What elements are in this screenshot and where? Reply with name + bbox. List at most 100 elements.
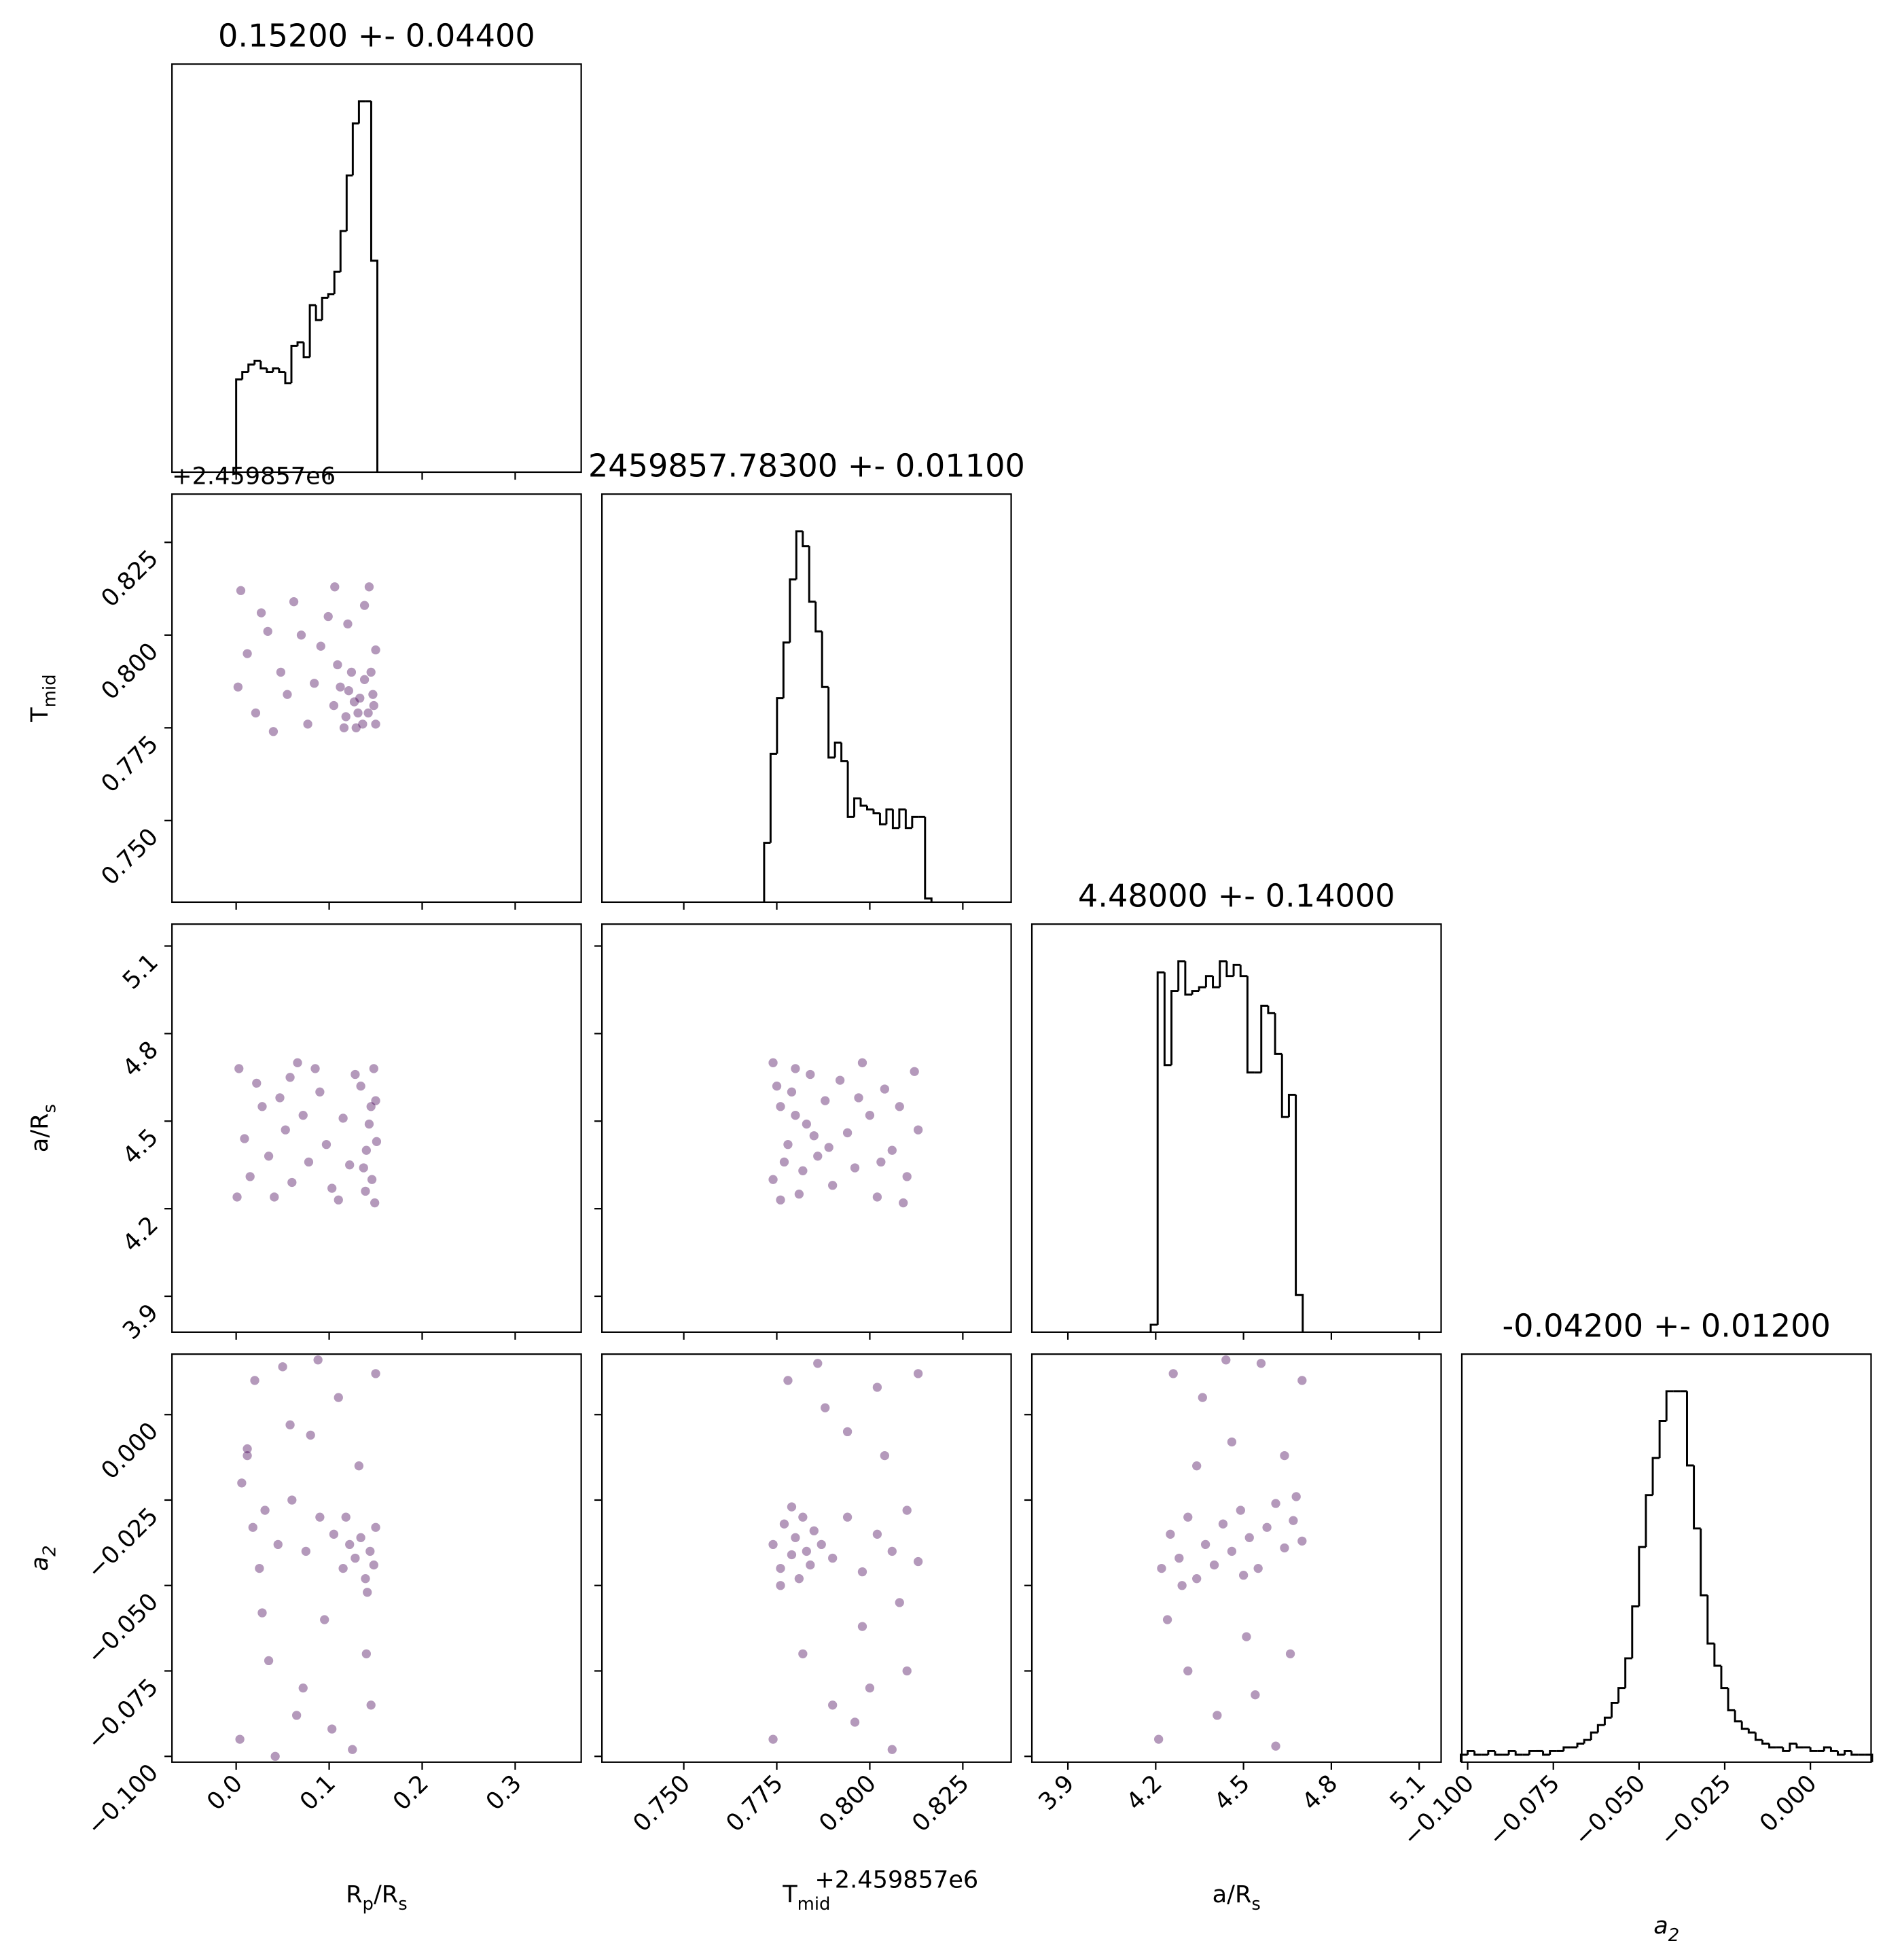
y-tick-label: −0.025 [82, 1502, 164, 1584]
sample-point [351, 1069, 360, 1080]
sample-point [913, 1369, 923, 1378]
x-tick-label: 0.750 [628, 1769, 696, 1837]
histogram-step [1467, 1749, 1475, 1755]
histogram-step [853, 797, 861, 817]
sample-point [842, 1427, 853, 1437]
sample-point [315, 1087, 325, 1097]
sample-point [899, 1198, 908, 1208]
sample-point [354, 1461, 364, 1471]
y-tick-label: 4.5 [118, 1123, 164, 1169]
sample-point [1177, 1581, 1187, 1590]
sample-point [779, 1157, 789, 1167]
histogram-step [1295, 1094, 1304, 1332]
histogram-step [1460, 1753, 1468, 1762]
axis-label-part: T [26, 707, 54, 723]
sample-point [296, 630, 306, 640]
sample-point [817, 1539, 826, 1550]
y-tick-label: 5.1 [118, 948, 164, 995]
sample-point [865, 1111, 875, 1120]
sample-point [251, 708, 261, 718]
sample-point [255, 1563, 264, 1573]
x-tick-label: 4.2 [1121, 1769, 1167, 1815]
histogram-step [1651, 1457, 1660, 1495]
sample-point [361, 1145, 371, 1155]
sample-point [235, 1734, 245, 1744]
sample-point [794, 1190, 804, 1199]
sample-point [327, 1183, 337, 1193]
sample-point [821, 1403, 830, 1412]
histogram-step [1212, 976, 1220, 988]
panel-frame [171, 63, 582, 474]
sample-point [348, 1745, 357, 1754]
panel-frame [171, 493, 582, 904]
sample-point [828, 1181, 838, 1190]
sample-point [813, 1152, 823, 1161]
sample-point [828, 1553, 838, 1563]
histogram-step [345, 174, 353, 232]
histogram-step [924, 817, 933, 902]
sample-point [287, 1177, 297, 1188]
panel-title: 2459857.78300 +- 0.01100 [588, 447, 1025, 484]
sample-point [316, 641, 325, 651]
sample-point [1291, 1492, 1301, 1501]
histogram-step [1562, 1746, 1571, 1751]
histogram-step [1700, 1528, 1708, 1597]
sample-point [361, 1574, 370, 1584]
histogram-step [821, 631, 829, 688]
histogram-step [1658, 1420, 1667, 1459]
axis-label-part: 2 [39, 1546, 60, 1556]
sample-point [245, 1172, 255, 1181]
sample-point [371, 1369, 380, 1378]
sample-point [1297, 1536, 1307, 1546]
sample-point [857, 1567, 867, 1577]
sample-point [329, 700, 339, 711]
histogram-step [1225, 961, 1234, 978]
sample-point [776, 1581, 785, 1590]
axis-label-part: a [1653, 1912, 1668, 1940]
histogram-step [266, 368, 273, 374]
histogram-step [1740, 1721, 1749, 1730]
sample-point [887, 1745, 897, 1754]
panel-frame [1460, 1353, 1872, 1763]
sample-point [301, 1546, 310, 1556]
histogram-step [1645, 1494, 1653, 1548]
panel-title: 4.48000 +- 0.14000 [1078, 877, 1395, 914]
sample-point [806, 1069, 815, 1080]
histogram-step [1507, 1749, 1516, 1755]
sample-point [1209, 1560, 1219, 1570]
histogram-step [1761, 1740, 1770, 1745]
y-tick-label: 0.775 [96, 730, 164, 798]
sample-point [1256, 1359, 1266, 1368]
histogram-step [782, 641, 790, 698]
histogram-step [1844, 1749, 1852, 1755]
sample-point [281, 1125, 290, 1135]
sample-point [289, 597, 299, 607]
histogram-step [1494, 1751, 1503, 1756]
sample-point [776, 1102, 785, 1111]
sample-point [872, 1383, 882, 1392]
sample-point [372, 1137, 382, 1146]
sample-point [361, 1649, 371, 1659]
sample-point [257, 1608, 267, 1618]
histogram-step [1603, 1716, 1612, 1726]
panel-frame [601, 923, 1012, 1333]
histogram-step [1829, 1747, 1838, 1752]
sample-point [813, 1359, 823, 1368]
sample-point [1192, 1461, 1202, 1471]
histogram-step [1624, 1657, 1632, 1688]
sample-point [1174, 1553, 1184, 1563]
sample-point [872, 1529, 882, 1539]
histogram-step [327, 293, 335, 298]
histogram-step [1177, 960, 1185, 991]
histogram-step [253, 359, 261, 365]
x-tick-label: −0.050 [1568, 1769, 1651, 1851]
sample-point [353, 708, 363, 718]
y-tick-label: 0.825 [96, 545, 164, 613]
x-tick-label: 0.3 [480, 1769, 526, 1815]
axis-label-part: a/R [26, 1113, 54, 1152]
histogram-step [235, 378, 243, 472]
histogram-step [351, 122, 359, 176]
sample-point [361, 1186, 370, 1196]
sample-point [369, 1064, 378, 1073]
histogram-step [814, 601, 823, 632]
